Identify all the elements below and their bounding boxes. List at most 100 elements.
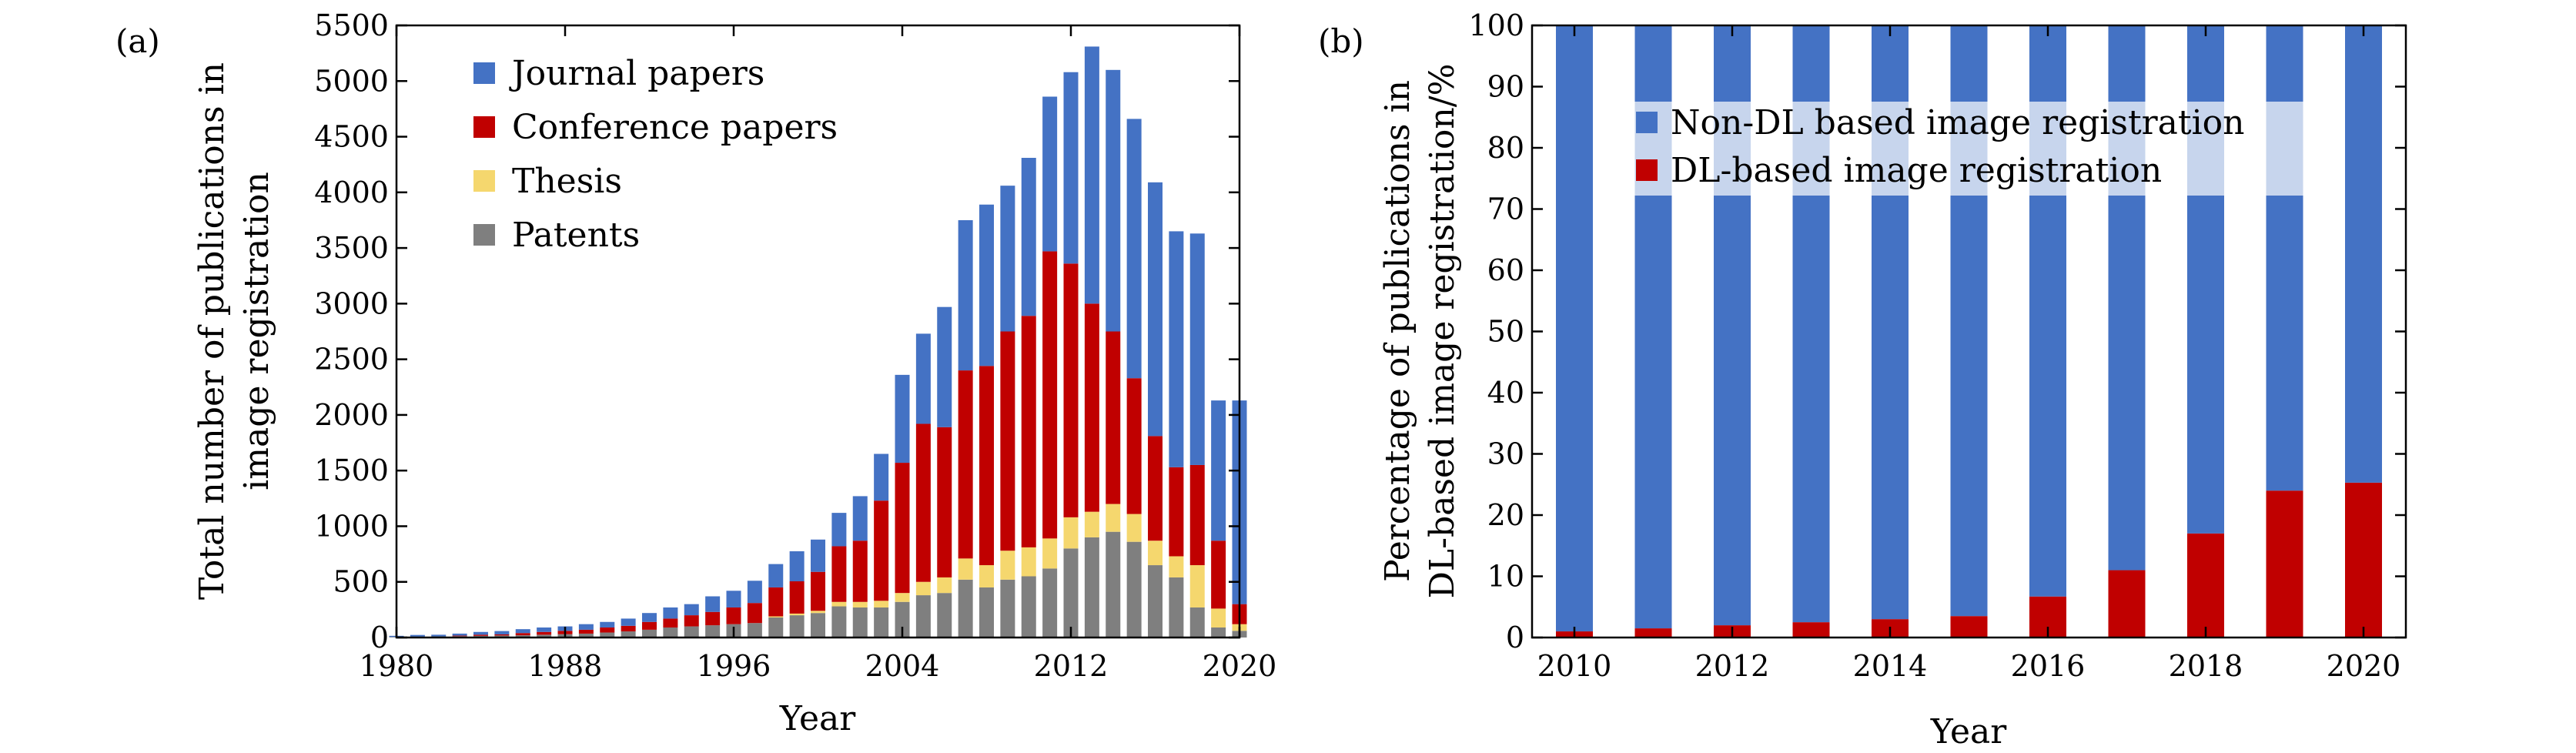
bar-journal-papers-1998: [768, 564, 784, 587]
bar-conference-papers-2000: [811, 571, 825, 611]
bar-patents-2018: [1189, 607, 1205, 638]
legend-b-dl: DL-based image registration: [1671, 151, 2162, 190]
ytick-label: 40: [1487, 376, 1524, 410]
bar-patents-2014: [1106, 531, 1121, 638]
bar-conference-papers-1990: [600, 627, 615, 633]
ytick-label: 1500: [314, 453, 389, 487]
bar-conference-papers-2007: [958, 370, 973, 559]
bar-patents-2005: [915, 595, 931, 638]
bar-patents-1986: [515, 635, 530, 638]
bar-conference-papers-2005: [915, 423, 931, 582]
bar-dl-based-image-registration-2015: [1950, 616, 1988, 638]
legend-b-swatch-dl: [1636, 159, 1658, 181]
bar-conference-papers-2015: [1126, 378, 1142, 514]
bar-thesis-2006: [937, 577, 952, 594]
xtick-label: 2014: [1853, 649, 1928, 683]
xtick-label: 1988: [528, 649, 603, 683]
bar-thesis-2013: [1084, 511, 1099, 537]
legend-a-journal: Journal papers: [509, 54, 764, 93]
bar-conference-papers-1993: [663, 618, 678, 628]
bar-thesis-2017: [1169, 556, 1184, 577]
bar-conference-papers-2009: [1000, 331, 1015, 551]
bar-journal-papers-2010: [1021, 158, 1036, 316]
bar-non-dl-based-image-registration-2010: [1556, 25, 1593, 632]
bar-conference-papers-1985: [494, 634, 510, 636]
panel-a-label: (a): [115, 22, 160, 60]
bar-patents-2000: [811, 613, 825, 638]
bar-thesis-2000: [811, 611, 825, 614]
xtick-label: 2018: [2169, 649, 2243, 683]
xtick-label: 2012: [1034, 649, 1109, 683]
bar-patents-2016: [1148, 565, 1163, 638]
bar-journal-papers-2006: [937, 306, 952, 427]
chart-a-bars: [389, 46, 1247, 638]
chart-b-ylabel-line2: DL-based image registration/%: [1423, 64, 1462, 599]
ytick-label: 500: [333, 565, 389, 599]
bar-journal-papers-2017: [1169, 231, 1184, 467]
bar-conference-papers-1987: [537, 631, 552, 635]
bar-journal-papers-2013: [1084, 46, 1099, 304]
bar-thesis-2018: [1189, 565, 1205, 607]
bar-patents-2017: [1169, 577, 1184, 638]
bar-journal-papers-2008: [979, 204, 994, 366]
bar-journal-papers-1995: [705, 596, 721, 612]
bar-journal-papers-2018: [1189, 233, 1205, 465]
ytick-label: 2500: [314, 343, 389, 376]
bar-thesis-2004: [895, 593, 910, 602]
legend-a-patents: Patents: [512, 216, 640, 255]
bar-patents-2013: [1084, 537, 1099, 638]
bar-journal-papers-1983: [452, 633, 467, 636]
bar-journal-papers-2007: [958, 219, 973, 371]
bar-conference-papers-2008: [979, 366, 994, 566]
bar-journal-papers-1984: [473, 631, 488, 635]
bar-patents-1992: [642, 629, 657, 638]
ytick-label: 50: [1487, 315, 1524, 349]
xtick-label: 2016: [2011, 649, 2086, 683]
panel-b-label: (b): [1318, 22, 1364, 60]
legend-b-background: [1623, 102, 2316, 196]
bar-thesis-2019: [1211, 608, 1226, 628]
ytick-label: 0: [1506, 621, 1524, 654]
chart-a-frame: [395, 24, 1241, 639]
bar-patents-2007: [958, 579, 973, 638]
bar-conference-papers-2018: [1189, 464, 1205, 566]
bar-journal-papers-1993: [663, 607, 678, 619]
bar-thesis-2002: [852, 601, 868, 607]
bar-journal-papers-1996: [726, 591, 741, 607]
bar-patents-2019: [1211, 627, 1226, 638]
xtick-label: 2012: [1695, 649, 1770, 683]
legend-a-swatch-thesis: [473, 170, 495, 192]
bar-conference-papers-1995: [705, 611, 721, 626]
bar-journal-papers-2001: [831, 513, 847, 547]
bar-conference-papers-1999: [789, 581, 805, 614]
ytick-label: 70: [1487, 192, 1524, 226]
bar-patents-1991: [621, 631, 636, 638]
bar-patents-2011: [1042, 568, 1058, 638]
bar-thesis-2014: [1106, 504, 1121, 532]
legend-b-swatch-nondl: [1636, 112, 1658, 133]
bar-patents-1993: [663, 627, 678, 638]
bar-conference-papers-2001: [831, 546, 847, 602]
bar-thesis-2012: [1063, 517, 1079, 549]
xtick-label: 2020: [1203, 649, 1277, 683]
bar-conference-papers-2012: [1063, 263, 1079, 517]
bar-patents-2015: [1126, 541, 1142, 638]
bar-journal-papers-1999: [789, 551, 805, 582]
legend-a-swatch-patents: [473, 224, 495, 246]
chart-a-ylabel-line1: Total number of publications in: [192, 62, 232, 600]
bar-patents-1995: [705, 625, 721, 638]
ytick-label: 2000: [314, 398, 389, 432]
bar-patents-2009: [1000, 579, 1015, 638]
ytick-label: 100: [1468, 8, 1524, 42]
bar-non-dl-based-image-registration-2020: [2345, 25, 2382, 483]
legend-a-thesis: Thesis: [512, 162, 622, 201]
bar-patents-1999: [789, 615, 805, 638]
bar-conference-papers-1989: [578, 629, 594, 634]
bar-patents-1998: [768, 617, 784, 638]
bar-dl-based-image-registration-2020: [2345, 482, 2382, 638]
xtick-label: 2020: [2327, 649, 2401, 683]
bar-conference-papers-2006: [937, 427, 952, 577]
bar-thesis-2010: [1021, 547, 1036, 577]
bar-journal-papers-2019: [1211, 400, 1226, 541]
bar-journal-papers-2004: [895, 374, 910, 464]
